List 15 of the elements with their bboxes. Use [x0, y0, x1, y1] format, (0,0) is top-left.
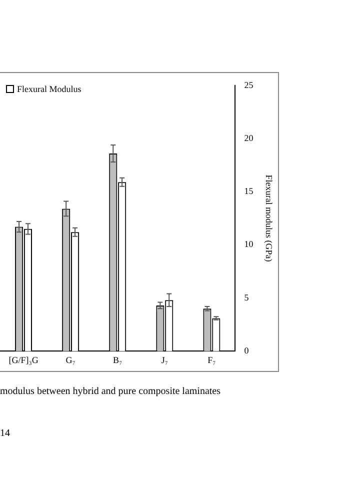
y-tick-label: 25 — [244, 80, 254, 90]
y2-axis-title: Flexural modulus (GPa) — [264, 174, 274, 262]
x-tick-label: B₇ — [113, 354, 122, 365]
y-tick-label: 20 — [244, 132, 254, 143]
y-tick-label: 5 — [244, 292, 250, 302]
x-tick-label: F₇ — [208, 354, 216, 365]
text: 14 — [0, 428, 10, 439]
x-tick-label: G₇ — [66, 354, 76, 365]
x-tick-label: J₇ — [161, 354, 168, 365]
y-tick-label: 10 — [244, 239, 254, 250]
text: Flexural Modulus — [17, 84, 82, 94]
y-tick-label: 0 — [244, 346, 250, 356]
x-tick-label: [G/F]₃G — [8, 354, 39, 365]
y-tick-label: 15 — [244, 186, 254, 196]
text: modulus between hybrid and pure composite laminates — [0, 386, 221, 397]
